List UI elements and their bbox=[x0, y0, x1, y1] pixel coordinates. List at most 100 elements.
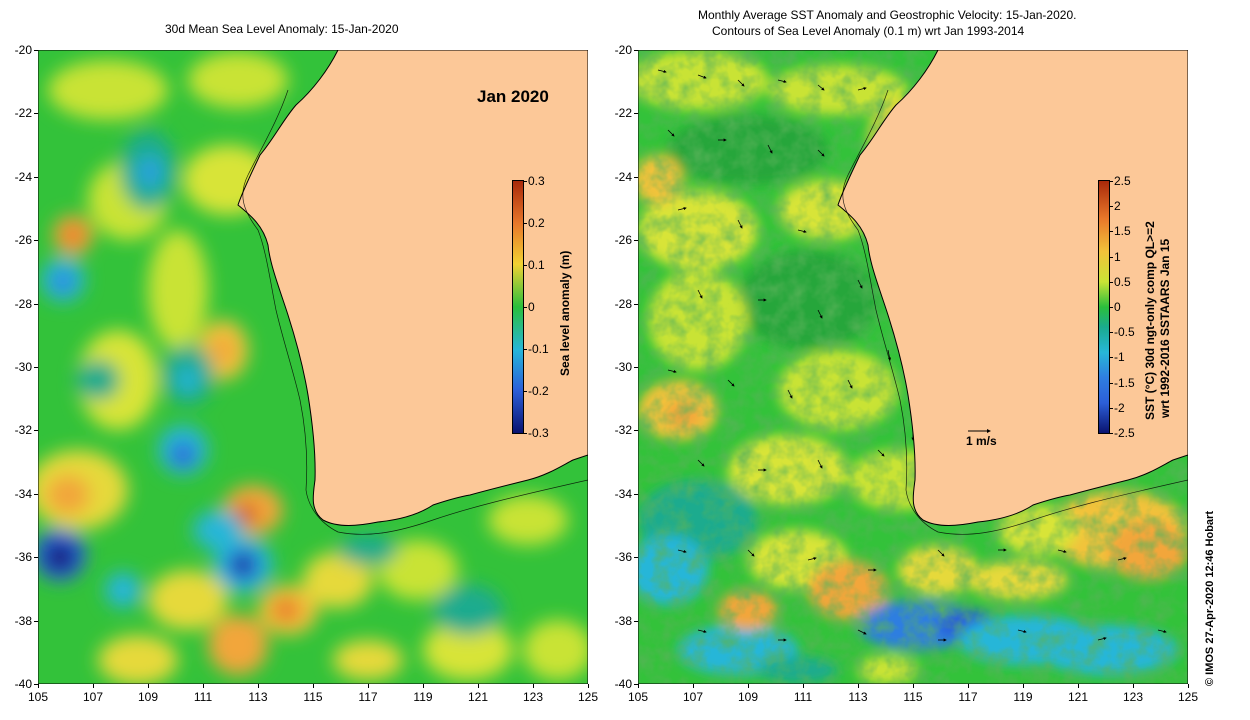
y-tick-label: -28 bbox=[614, 296, 632, 311]
tick-mark bbox=[34, 240, 38, 242]
tick-mark bbox=[34, 303, 38, 305]
tick-mark bbox=[913, 684, 914, 688]
x-tick-label: 107 bbox=[82, 690, 104, 704]
imos-credit: © IMOS 27-Apr-2020 12:46 Hobart bbox=[1204, 511, 1216, 686]
right-map-title-line2: Contours of Sea Level Anomaly (0.1 m) wr… bbox=[712, 24, 1025, 38]
colorbar-tick-label: 0.2 bbox=[528, 216, 545, 230]
colorbar-tick-label: 0 bbox=[1114, 300, 1121, 314]
tick-mark bbox=[34, 50, 38, 51]
y-tick-label: -20 bbox=[614, 43, 632, 57]
tick-mark bbox=[748, 684, 749, 688]
y-tick-label: -40 bbox=[614, 677, 632, 691]
colorbar-tick-mark bbox=[523, 265, 527, 266]
y-tick-label: -26 bbox=[614, 233, 632, 248]
tick-mark bbox=[634, 684, 638, 685]
colorbar-tick-label: -2 bbox=[1114, 400, 1125, 415]
tick-mark bbox=[858, 684, 859, 688]
tick-mark bbox=[533, 684, 534, 688]
y-tick-label: -34 bbox=[14, 486, 32, 501]
tick-mark bbox=[968, 684, 969, 688]
x-tick-label: 117 bbox=[358, 690, 378, 704]
colorbar-tick-mark bbox=[1109, 357, 1113, 359]
colorbar-tick-mark bbox=[523, 223, 527, 224]
colorbar-tick-label: 2 bbox=[1114, 199, 1121, 214]
colorbar-tick-mark bbox=[1109, 281, 1113, 283]
tick-mark bbox=[34, 430, 38, 432]
colorbar-tick-label: 0.5 bbox=[1114, 274, 1131, 289]
colorbar-tick-mark bbox=[523, 307, 527, 308]
x-tick-label: 109 bbox=[137, 690, 159, 704]
tick-mark bbox=[634, 176, 638, 178]
tick-mark bbox=[34, 620, 38, 622]
y-tick-label: -32 bbox=[14, 423, 32, 438]
x-tick-label: 111 bbox=[793, 690, 813, 704]
colorbar-tick-label: -0.5 bbox=[1114, 325, 1135, 340]
y-tick-label: -34 bbox=[614, 486, 632, 501]
colorbar-tick-mark bbox=[523, 433, 527, 434]
x-tick-label: 117 bbox=[958, 690, 978, 704]
australia-landmass bbox=[238, 50, 588, 526]
tick-mark bbox=[203, 684, 204, 688]
x-tick-label: 113 bbox=[848, 690, 868, 704]
x-tick-label: 119 bbox=[1013, 690, 1033, 704]
x-tick-label: 125 bbox=[1177, 690, 1199, 704]
colorbar-tick-mark bbox=[1109, 206, 1113, 208]
y-tick-label: -30 bbox=[614, 360, 632, 374]
left-map-title: 30d Mean Sea Level Anomaly: 15-Jan-2020 bbox=[165, 22, 399, 36]
y-tick-label: -22 bbox=[614, 106, 632, 121]
sst-colorbar-label-line2: wrt 1992-2016 SSTAARS Jan 15 bbox=[1158, 238, 1172, 418]
tick-mark bbox=[634, 620, 638, 622]
tick-mark bbox=[34, 557, 38, 559]
x-tick-label: 121 bbox=[1067, 690, 1089, 704]
y-tick-label: -24 bbox=[14, 169, 32, 184]
colorbar-tick-label: -0.2 bbox=[528, 384, 549, 398]
tick-mark bbox=[634, 303, 638, 305]
tick-mark bbox=[368, 684, 369, 688]
tick-mark bbox=[93, 684, 94, 688]
colorbar-tick-label: -0.1 bbox=[528, 342, 549, 356]
tick-mark bbox=[38, 684, 39, 688]
colorbar-tick-label: 0.3 bbox=[528, 174, 545, 188]
x-tick-label: 105 bbox=[27, 690, 49, 704]
y-tick-label: -26 bbox=[14, 233, 32, 248]
colorbar-tick-mark bbox=[523, 181, 527, 182]
x-tick-label: 113 bbox=[248, 690, 268, 704]
tick-mark bbox=[313, 684, 314, 688]
colorbar-tick-mark bbox=[1109, 231, 1113, 233]
x-tick-label: 123 bbox=[1122, 690, 1144, 704]
colorbar-tick-label: 1.5 bbox=[1114, 224, 1131, 239]
colorbar-tick-label: -1.5 bbox=[1114, 375, 1135, 390]
tick-mark bbox=[478, 684, 479, 688]
tick-mark bbox=[34, 684, 38, 685]
colorbar-tick-mark bbox=[1109, 382, 1113, 384]
tick-mark bbox=[634, 113, 638, 115]
tick-mark bbox=[634, 430, 638, 432]
colorbar-tick-mark bbox=[1109, 181, 1113, 182]
colorbar-tick-label: -2.5 bbox=[1114, 426, 1135, 440]
tick-mark bbox=[1133, 684, 1134, 688]
colorbar-tick-mark bbox=[1109, 433, 1113, 434]
tick-mark bbox=[34, 113, 38, 115]
x-tick-label: 115 bbox=[303, 690, 323, 704]
velocity-reference-label: 1 m/s bbox=[966, 434, 997, 448]
colorbar-tick-label: 0.1 bbox=[528, 258, 545, 272]
y-tick-label: -32 bbox=[614, 423, 632, 438]
x-tick-label: 111 bbox=[193, 690, 213, 704]
tick-mark bbox=[34, 367, 38, 368]
x-tick-label: 105 bbox=[627, 690, 649, 704]
colorbar-tick-mark bbox=[1109, 256, 1113, 258]
tick-mark bbox=[148, 684, 149, 688]
velocity-vectors bbox=[657, 69, 1167, 642]
colorbar-tick-label: 2.5 bbox=[1114, 174, 1131, 188]
colorbar-tick-label: -1 bbox=[1114, 350, 1125, 365]
colorbar-tick-mark bbox=[1109, 332, 1113, 334]
colorbar-tick-mark bbox=[1109, 307, 1113, 308]
x-tick-label: 125 bbox=[577, 690, 599, 704]
tick-mark bbox=[638, 684, 639, 688]
tick-mark bbox=[423, 684, 424, 688]
x-tick-label: 121 bbox=[467, 690, 489, 704]
x-tick-label: 115 bbox=[903, 690, 923, 704]
y-tick-label: -36 bbox=[14, 550, 32, 565]
tick-mark bbox=[693, 684, 694, 688]
tick-mark bbox=[634, 367, 638, 368]
